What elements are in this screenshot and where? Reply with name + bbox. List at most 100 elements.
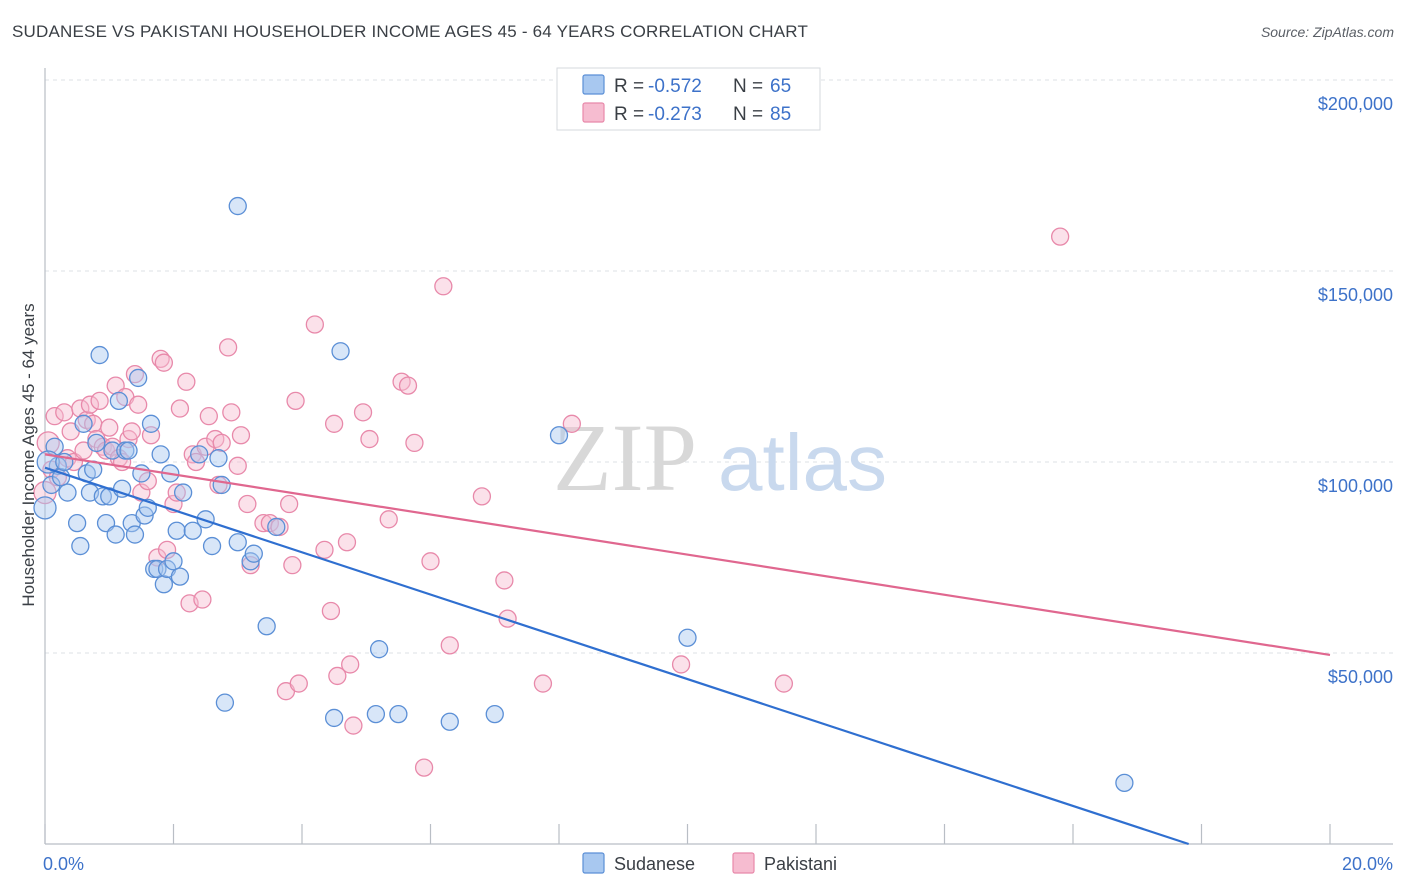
sudanese-point-13	[90, 345, 109, 365]
pakistani-point-33	[154, 353, 174, 372]
sudanese-point-60	[549, 426, 569, 445]
sudanese-point-50	[244, 544, 263, 563]
axes	[44, 68, 1393, 845]
sudanese-point-25	[129, 368, 148, 388]
sudanese-point-52	[267, 517, 286, 537]
pakistani-point-3	[45, 407, 64, 426]
chart-title: SUDANESE VS PAKISTANI HOUSEHOLDER INCOME…	[12, 22, 809, 41]
sudanese-point-31	[148, 559, 167, 579]
pakistani-point-48	[218, 338, 238, 357]
y-tick-label-1: $100,000	[1318, 476, 1393, 496]
sudanese-point-53	[324, 708, 344, 728]
pakistani-point-12	[80, 395, 100, 414]
pakistani-point-28	[132, 483, 151, 502]
y-tick-label-0: $50,000	[1328, 667, 1393, 687]
sudanese-point-54	[331, 342, 350, 361]
bottom-legend: Sudanese Pakistani	[582, 852, 837, 874]
pakistani-point-79	[440, 636, 459, 655]
bottom-legend-swatch-pakistani	[732, 852, 755, 874]
pakistani-point-85	[671, 655, 691, 674]
pakistani-point-5	[55, 403, 74, 422]
sudanese-trend-line	[44, 466, 1189, 846]
pakistani-point-49	[222, 403, 241, 422]
sudanese-point-0	[33, 496, 57, 520]
bottom-legend-swatch-sudanese	[582, 852, 605, 874]
sudanese-point-19	[109, 391, 129, 411]
sudanese-point-38	[170, 567, 190, 586]
pakistani-point-64	[321, 601, 341, 621]
y-axis-label: Householder Income Ages 45 - 64 years	[19, 303, 38, 606]
sudanese-point-39	[173, 483, 193, 502]
sudanese-point-20	[112, 479, 132, 498]
sudanese-point-18	[106, 525, 125, 544]
pakistani-point-38	[177, 372, 196, 391]
pakistani-point-34	[157, 540, 177, 560]
pakistani-point-37	[170, 399, 190, 418]
pakistani-point-61	[289, 674, 308, 693]
pakistani-point-71	[360, 429, 379, 449]
pakistani-point-66	[328, 666, 347, 686]
legend-r-value-sudanese: -0.572	[648, 76, 702, 97]
legend-swatch-sudanese	[582, 74, 605, 95]
sudanese-point-5	[58, 483, 77, 502]
bottom-legend-pakistani: Pakistani	[764, 854, 837, 874]
y-tick-label-2: $150,000	[1318, 285, 1393, 305]
sudanese-point-58	[440, 712, 459, 731]
watermark: ZIP atlas	[553, 404, 887, 511]
legend-r-label-pakistani: R =	[614, 104, 644, 125]
sudanese-point-51	[257, 617, 276, 636]
pakistani-point-42	[193, 590, 212, 609]
legend-n-label-sudanese: N =	[733, 76, 763, 97]
pakistani-point-52	[238, 494, 257, 514]
pakistani-point-65	[324, 414, 344, 433]
sudanese-point-6	[67, 513, 87, 533]
pakistani-point-74	[398, 376, 418, 395]
pakistani-point-86	[774, 674, 794, 693]
sudanese-point-22	[119, 441, 138, 460]
pakistani-point-60	[286, 391, 305, 411]
sudanese-point-57	[389, 704, 408, 724]
sudanese-point-32	[151, 445, 170, 464]
pakistani-point-51	[231, 426, 251, 445]
x-tick-label-max: 20.0%	[1342, 854, 1393, 874]
pakistani-point-62	[305, 315, 325, 334]
pakistani-point-47	[212, 433, 231, 453]
pakistani-point-81	[495, 571, 514, 590]
sudanese-point-42	[196, 510, 215, 529]
sudanese-point-12	[87, 433, 106, 453]
sudanese-point-45	[212, 475, 231, 495]
sudanese-point-44	[209, 449, 228, 468]
pakistani-points	[33, 227, 1070, 777]
sudanese-point-56	[369, 640, 389, 659]
sudanese-point-33	[154, 575, 174, 594]
sudanese-point-46	[215, 693, 235, 712]
legend: R = -0.572 N = 65 R = -0.273 N = 85	[556, 67, 821, 131]
trend-lines	[44, 453, 1331, 846]
sudanese-point-41	[190, 445, 209, 464]
sudanese-point-47	[228, 196, 247, 216]
pakistani-point-9	[71, 399, 90, 418]
pakistani-point-69	[344, 716, 363, 735]
legend-r-value-pakistani: -0.273	[648, 104, 702, 125]
legend-n-label-pakistani: N =	[733, 104, 763, 125]
sudanese-point-1	[42, 475, 61, 495]
legend-swatch-pakistani	[582, 102, 605, 123]
pakistani-point-58	[279, 494, 299, 514]
pakistani-point-82	[498, 609, 517, 628]
pakistani-point-25	[122, 422, 141, 441]
pakistani-point-76	[414, 758, 434, 777]
watermark-zip: ZIP	[553, 404, 697, 511]
pakistani-point-63	[315, 540, 334, 560]
y-tick-labels: $50,000 $100,000 $150,000 $200,000	[1318, 94, 1393, 687]
x-tick-label-min: 0.0%	[43, 854, 84, 874]
pakistani-point-87	[1051, 227, 1070, 246]
sudanese-point-43	[202, 536, 222, 556]
pakistani-point-15	[90, 391, 109, 411]
pakistani-point-77	[421, 552, 440, 571]
sudanese-point-40	[183, 521, 202, 540]
sudanese-point-24	[125, 525, 145, 544]
pakistani-point-59	[283, 555, 302, 575]
pakistani-point-36	[167, 483, 186, 502]
sudanese-point-4	[51, 468, 71, 487]
